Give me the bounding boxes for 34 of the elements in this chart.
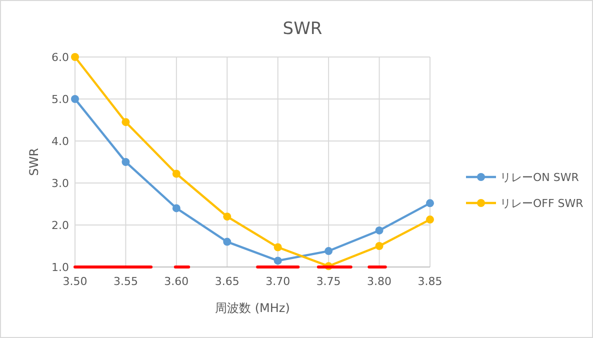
y-tick-label: 4.0 bbox=[52, 135, 69, 148]
x-tick-label: 3.50 bbox=[62, 275, 88, 288]
y-tick-label: 2.0 bbox=[52, 219, 69, 232]
point bbox=[426, 199, 434, 208]
x-tick-label: 3.85 bbox=[418, 275, 442, 288]
x-tick-label: 3.60 bbox=[164, 275, 189, 288]
point bbox=[172, 204, 180, 212]
point bbox=[426, 216, 434, 224]
point bbox=[71, 95, 79, 103]
x-tick-label: 3.80 bbox=[367, 275, 392, 288]
point bbox=[274, 256, 282, 265]
legend-label: リレーON SWR bbox=[500, 171, 580, 184]
y-axis-title: SWR bbox=[27, 148, 41, 176]
point bbox=[274, 243, 282, 252]
y-tick-label: 1.0 bbox=[52, 261, 69, 274]
point bbox=[223, 238, 232, 246]
chart-title: SWR bbox=[282, 19, 322, 39]
point bbox=[223, 212, 232, 221]
x-tick-label: 3.75 bbox=[316, 275, 341, 288]
point bbox=[375, 226, 384, 234]
point bbox=[71, 53, 79, 61]
y-tick-label: 6.0 bbox=[52, 51, 69, 64]
point bbox=[324, 247, 333, 256]
y-tick-label: 5.0 bbox=[52, 93, 69, 106]
point bbox=[172, 170, 180, 178]
legend-label: リレーOFF SWR bbox=[500, 197, 584, 210]
x-tick-label: 3.65 bbox=[214, 275, 240, 288]
point bbox=[122, 118, 130, 126]
x-axis-title: 周波数 (MHz) bbox=[215, 301, 290, 315]
x-tick-label: 3.70 bbox=[266, 275, 290, 288]
x-tick-label: 3.55 bbox=[113, 275, 138, 288]
point bbox=[375, 242, 384, 250]
y-tick-label: 3.0 bbox=[52, 177, 69, 190]
point bbox=[122, 158, 130, 166]
